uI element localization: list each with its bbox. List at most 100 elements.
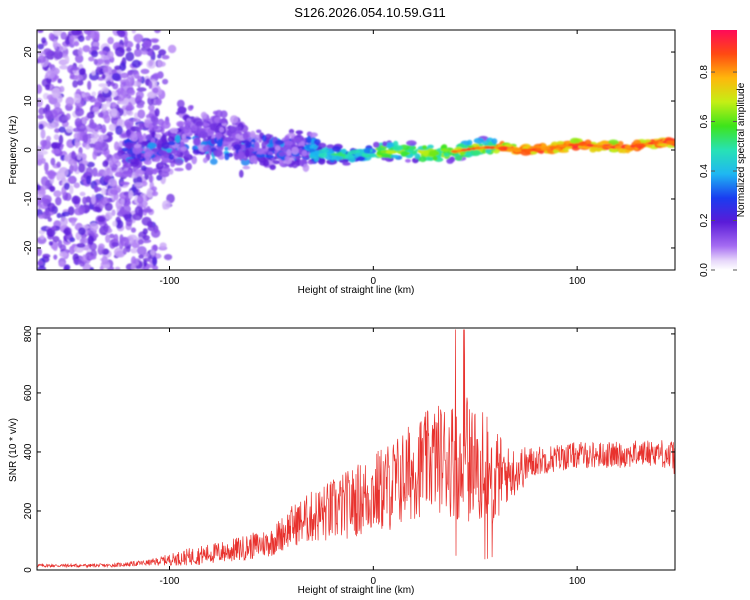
spectrogram-cell <box>71 66 80 71</box>
colorbar-gradient <box>711 30 737 270</box>
spectrogram-cell <box>137 109 146 119</box>
spectrogram-cell <box>100 150 109 155</box>
spectrogram-cell <box>65 35 71 46</box>
spectrogram-cell <box>191 125 198 132</box>
spectrogram-cell <box>150 249 156 256</box>
spectrogram-cell <box>520 150 531 156</box>
colorbar: 0.0 0.2 0.4 0.6 0.8 Normalized spectral ampl… <box>699 30 747 277</box>
spectrogram-cell <box>40 146 45 151</box>
spectrogram-cell <box>73 258 82 265</box>
spectrogram-cell <box>249 130 256 140</box>
spectrogram-cell <box>130 126 140 132</box>
spectrogram-cell <box>49 185 56 192</box>
spectrogram-cell <box>126 129 131 137</box>
spectrogram-cell <box>130 256 137 266</box>
snr-ytick-label: 800 <box>23 325 34 342</box>
spectrogram-cell <box>318 152 328 159</box>
spectrogram-cell <box>110 189 118 195</box>
spectrogram-peak <box>666 140 675 144</box>
spectrogram-cell <box>239 169 244 178</box>
spectrogram-cell <box>384 142 396 149</box>
spectrogram-cell <box>136 103 144 109</box>
spectrogram-cell <box>142 228 148 235</box>
spectrogram-cell <box>89 95 96 103</box>
spectrogram-cell <box>135 43 140 50</box>
spectrogram-cell <box>400 151 409 157</box>
spectrogram-cell <box>126 110 134 116</box>
spectrogram-cell <box>240 158 250 166</box>
spectrogram-cell <box>117 118 123 127</box>
spectrogram-cell <box>234 126 242 131</box>
spectrogram-cell <box>45 84 50 91</box>
spectrogram-cell <box>91 70 96 76</box>
spectrogram-peak <box>568 143 576 147</box>
spectrogram-cell <box>332 145 342 152</box>
spectrogram-cell <box>39 203 48 210</box>
spectrogram-cell <box>53 254 58 260</box>
snr-panel: -100 0 100 0 200 400 600 800 Height of straight… <box>8 325 676 596</box>
spectrogram-cell <box>73 182 81 189</box>
spectrogram-cell <box>136 34 141 45</box>
spectrogram-cell <box>167 44 177 54</box>
spectrogram-cell <box>69 237 76 243</box>
spectrogram-ylabel: Frequency (Hz) <box>8 116 19 185</box>
spectrogram-cell <box>228 126 237 134</box>
spectrogram-cell <box>161 55 170 60</box>
spectrogram-cell <box>52 244 58 251</box>
spectrogram-cell <box>155 98 162 106</box>
spectrogram-cell <box>91 91 97 97</box>
spectrogram-cell <box>113 233 119 243</box>
spectrogram-cell <box>161 134 167 144</box>
spectrogram-cell <box>78 163 86 173</box>
spectrogram-cell <box>77 35 85 42</box>
spectrogram-cell <box>93 58 98 65</box>
spectrogram-cell <box>130 248 138 254</box>
spectrogram-cell <box>38 123 44 130</box>
spectrogram-cell <box>141 141 149 146</box>
spectrogram-blobs <box>37 30 675 270</box>
spectrogram-cell <box>110 82 116 87</box>
spectrogram-cell <box>306 135 312 144</box>
spectrogram-cell <box>75 54 84 63</box>
spectrogram-cell <box>257 156 266 163</box>
spectrogram-cell <box>174 167 184 172</box>
spectrogram-cell <box>128 190 134 199</box>
spectrogram-cell <box>137 239 144 245</box>
spectrogram-cell <box>159 242 167 249</box>
spectrogram-cell <box>133 48 143 57</box>
spectrogram-cell <box>103 114 111 124</box>
spectrogram-cell <box>202 157 208 164</box>
spectrogram-cell <box>152 87 159 94</box>
spectrogram-cell <box>390 154 399 159</box>
spectrogram-cell <box>143 40 152 49</box>
spectrogram-cell <box>167 136 175 143</box>
spectrogram-cell <box>185 162 192 171</box>
spectrogram-cell <box>151 131 156 138</box>
spectrogram-cell <box>219 127 225 133</box>
spectrogram-cell <box>152 44 161 51</box>
spectrogram-peak <box>460 148 468 152</box>
spectrogram-cell <box>41 194 52 204</box>
spectrogram-cell <box>86 111 95 119</box>
spectrogram-peak <box>577 143 585 147</box>
spectrogram-cell <box>440 148 450 152</box>
spectrogram-cell <box>138 254 144 259</box>
spectrogram-cell <box>98 50 108 55</box>
spectrogram-cell <box>154 133 162 139</box>
spectrogram-cell <box>92 206 102 212</box>
colorbar-tick-label: 0.8 <box>699 65 710 79</box>
spectrogram-cell <box>151 228 161 238</box>
spectrogram-cell <box>90 46 100 51</box>
spectrogram-cell <box>37 248 42 257</box>
spectrogram-cell <box>256 153 266 158</box>
spectrogram-cell <box>137 75 143 83</box>
spectrogram-cell <box>245 140 251 147</box>
spectrogram-cell <box>209 123 217 131</box>
spectrogram-cell <box>169 127 179 134</box>
spectrogram-cell <box>146 220 153 228</box>
spectrogram-cell <box>124 142 134 150</box>
spectrogram-cell <box>134 182 144 188</box>
spectrogram-cell <box>90 133 100 139</box>
spectrogram-cell <box>341 148 347 154</box>
spectrogram-cell <box>74 74 83 81</box>
